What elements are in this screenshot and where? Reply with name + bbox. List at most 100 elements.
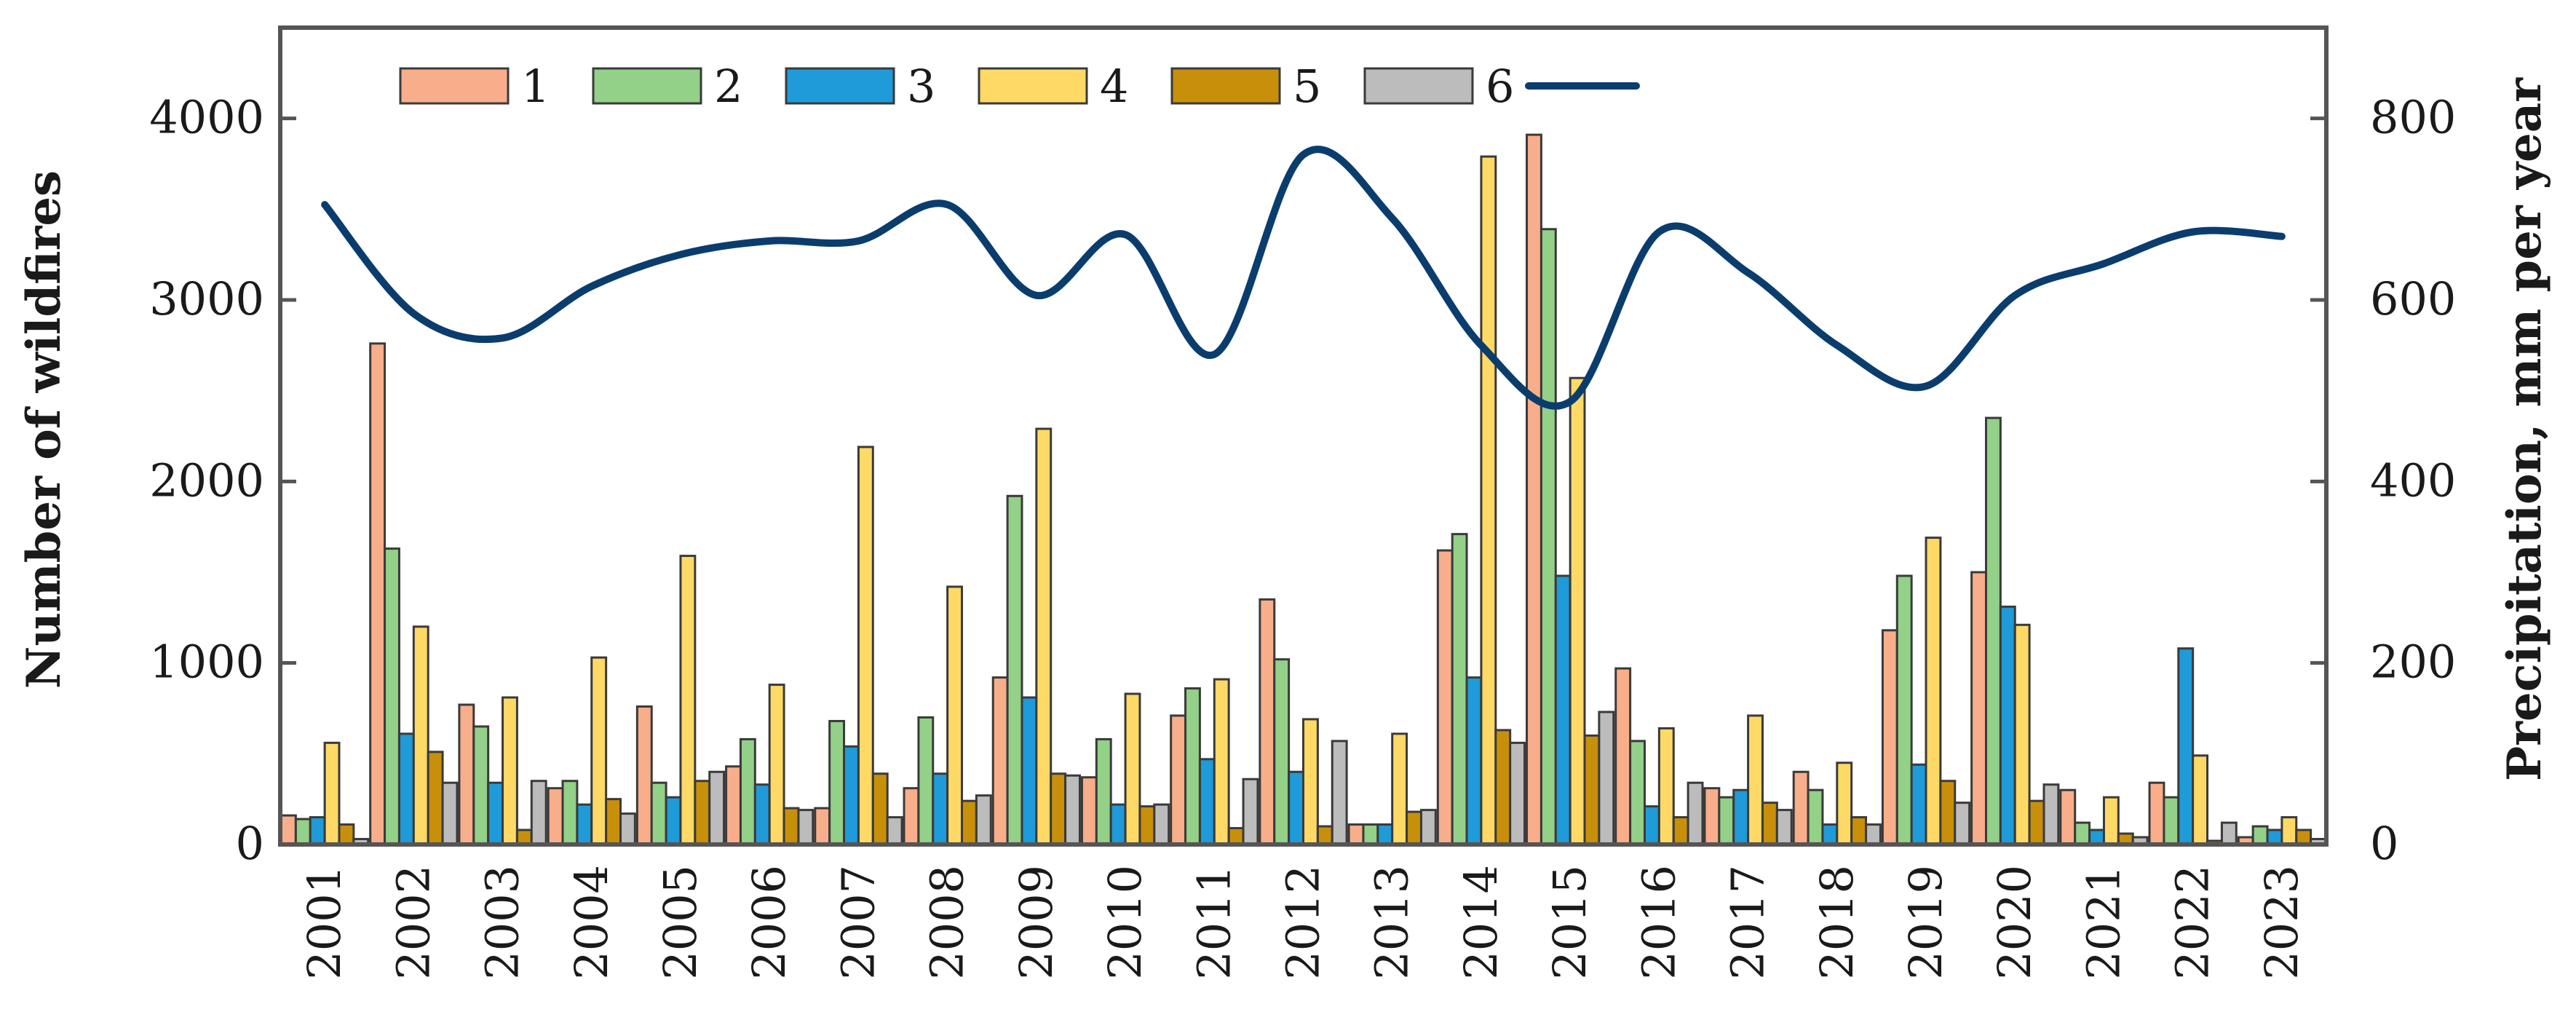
plot-frame [278, 25, 2329, 847]
bar-series-5-2009 [1050, 772, 1067, 846]
bar-series-1-2004 [547, 787, 564, 846]
precipitation-line [321, 146, 2286, 410]
bar-series-6-2018 [1865, 823, 1882, 846]
bar-series-2-2008 [917, 716, 935, 846]
bar-series-4-2007 [857, 446, 874, 846]
y-tick-label-0: 0 [236, 817, 264, 870]
bar-series-5-2010 [1138, 805, 1156, 846]
bar-series-2-2023 [2251, 825, 2269, 846]
bar-series-2-2009 [1006, 494, 1023, 846]
legend-swatch-1 [399, 67, 510, 105]
bar-series-4-2015 [1569, 376, 1586, 846]
y2-tick-label-400: 400 [2370, 454, 2456, 507]
bar-series-3-2005 [665, 796, 682, 846]
bar-series-5-2019 [1939, 780, 1957, 846]
bar-series-5-2015 [1583, 734, 1601, 846]
bar-series-6-2007 [886, 816, 903, 846]
bar-series-3-2018 [1821, 823, 1839, 846]
bar-series-4-2022 [2192, 754, 2209, 846]
bar-series-3-2008 [932, 772, 949, 846]
bar-series-3-2016 [1643, 805, 1660, 846]
y-tick-label-3000: 3000 [149, 272, 264, 325]
bar-series-5-2012 [1316, 825, 1333, 846]
legend-swatch-4 [978, 67, 1088, 105]
bar-series-1-2011 [1170, 714, 1187, 846]
x-tick-label-2004: 2004 [565, 865, 618, 980]
x-tick-label-2001: 2001 [298, 865, 351, 980]
bar-series-4-2009 [1035, 427, 1053, 846]
bar-series-5-2004 [605, 798, 622, 846]
bar-series-4-2019 [1925, 537, 1942, 846]
bar-series-4-2005 [679, 555, 697, 846]
x-tick-label-2018: 2018 [1810, 865, 1863, 980]
bar-series-3-2017 [1732, 788, 1750, 846]
bar-series-2-2010 [1095, 737, 1112, 846]
bar-series-5-2017 [1761, 802, 1778, 846]
bar-series-2-2006 [739, 737, 756, 846]
bar-series-3-2009 [1021, 696, 1038, 846]
bar-series-2-2022 [2163, 796, 2180, 846]
x-tick-label-2011: 2011 [1187, 865, 1240, 980]
bar-series-5-2008 [961, 799, 978, 846]
x-tick-label-2017: 2017 [1721, 865, 1775, 980]
x-tick-label-2003: 2003 [476, 865, 529, 980]
bar-series-5-2005 [694, 780, 711, 846]
y2-axis-title: Precipitation, mm per year [2497, 77, 2552, 781]
bar-series-6-2011 [1242, 777, 1259, 846]
bar-series-3-2002 [397, 732, 415, 846]
x-tick-label-2012: 2012 [1277, 865, 1330, 980]
bar-series-1-2012 [1259, 598, 1276, 846]
bar-series-4-2021 [2102, 796, 2120, 846]
bar-series-2-2014 [1451, 533, 1468, 846]
x-tick-label-2010: 2010 [1098, 865, 1152, 980]
bar-series-2-2017 [1718, 796, 1735, 846]
bar-series-1-2008 [903, 787, 920, 846]
bar-series-2-2020 [1984, 416, 2002, 846]
legend-swatch-2 [592, 67, 702, 105]
bar-series-2-2019 [1895, 574, 1913, 846]
bar-series-1-2001 [280, 814, 297, 846]
bar-series-4-2008 [946, 585, 964, 846]
bar-series-1-2014 [1436, 549, 1454, 846]
bar-series-5-2014 [1494, 729, 1512, 846]
bar-series-2-2002 [384, 547, 400, 846]
bar-series-2-2015 [1539, 228, 1557, 846]
bar-series-1-2003 [458, 703, 475, 846]
legend-swatch-6 [1363, 67, 1474, 105]
bar-series-6-2009 [1064, 774, 1081, 846]
bar-series-3-2010 [1109, 803, 1127, 846]
bar-series-1-2010 [1080, 776, 1098, 846]
bar-series-1-2019 [1881, 629, 1898, 846]
bar-series-6-2019 [1954, 802, 1971, 846]
bar-series-4-2023 [2280, 816, 2298, 846]
y-tick-label-2000: 2000 [149, 454, 264, 507]
x-tick-label-2019: 2019 [1899, 865, 1952, 980]
bar-series-4-2020 [2013, 623, 2031, 846]
bar-series-1-2018 [1792, 770, 1810, 846]
bar-series-6-2015 [1598, 711, 1615, 846]
bar-series-6-2022 [2220, 821, 2238, 846]
x-tick-label-2005: 2005 [654, 865, 707, 980]
y-tick-label-1000: 1000 [149, 636, 264, 689]
bar-series-2-2012 [1273, 658, 1291, 846]
bar-series-1-2020 [1970, 571, 1987, 846]
legend-label-6: 6 [1486, 60, 1514, 113]
bar-series-4-2001 [323, 741, 341, 846]
bar-series-1-2005 [635, 705, 653, 846]
x-tick-label-2021: 2021 [2077, 865, 2130, 980]
bar-series-3-2011 [1198, 758, 1216, 846]
bar-series-1-2016 [1614, 667, 1632, 846]
x-tick-label-2009: 2009 [1010, 865, 1063, 980]
bar-series-2-2001 [294, 818, 312, 846]
bar-series-6-2016 [1687, 781, 1704, 846]
bar-series-6-2006 [797, 809, 815, 846]
bar-series-5-2020 [2028, 799, 2045, 846]
bar-series-5-2007 [871, 772, 889, 846]
legend-label-5: 5 [1293, 60, 1321, 113]
bar-series-2-2016 [1629, 740, 1646, 846]
bar-series-4-2004 [590, 656, 608, 846]
bar-series-1-2009 [991, 676, 1009, 846]
y-tick-label-4000: 4000 [149, 91, 264, 144]
x-tick-label-2007: 2007 [831, 865, 884, 980]
